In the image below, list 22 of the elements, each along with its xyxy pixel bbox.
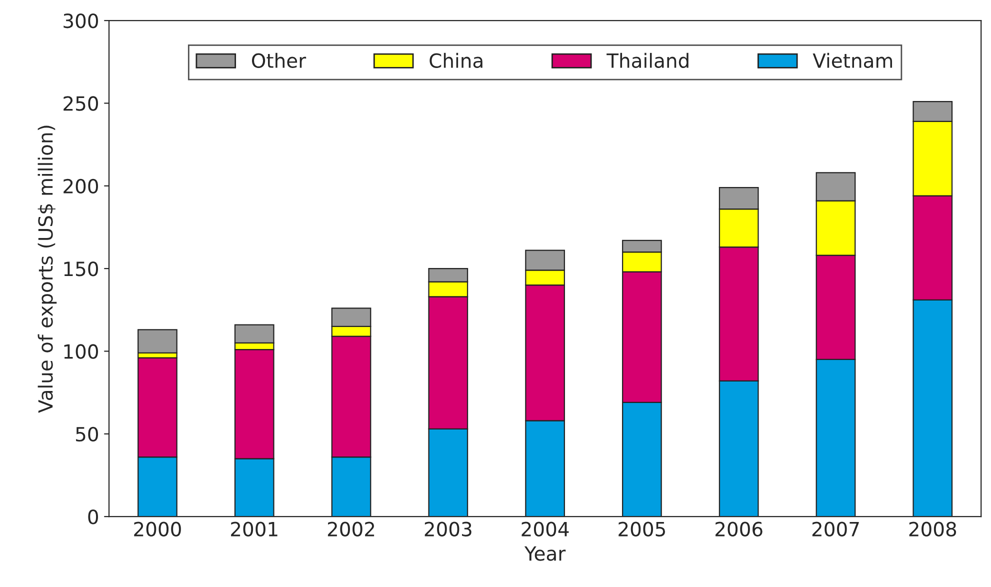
y-axis-title: Value of exports (US$ million) <box>38 126 57 413</box>
y-tick-label: 150 <box>64 262 98 276</box>
y-tick-label: 200 <box>64 178 98 194</box>
x-tick-label: 2003 <box>424 522 472 536</box>
x-tick-label: 2008 <box>909 522 956 536</box>
legend-label: Thailand <box>606 52 688 68</box>
y-tick-label: 250 <box>64 96 98 111</box>
x-tick-label: 2002 <box>328 522 374 536</box>
legend-label: China <box>430 52 482 68</box>
x-tick-label: 2001 <box>231 522 278 536</box>
x-tick-label: 2007 <box>812 522 859 536</box>
y-tick-label: 300 <box>64 14 98 28</box>
x-axis-title: Year <box>524 546 566 561</box>
legend-label: Vietnam <box>812 52 892 68</box>
x-tick-label: 2006 <box>716 522 762 536</box>
x-tick-label: 2004 <box>522 522 569 536</box>
x-tick-label: 2000 <box>134 522 181 536</box>
legend-label: Other <box>252 52 306 68</box>
y-tick-label: 100 <box>64 344 98 359</box>
y-tick-label: 0 <box>88 510 98 524</box>
x-tick-label: 2005 <box>618 522 665 536</box>
y-tick-label: 50 <box>76 426 98 442</box>
